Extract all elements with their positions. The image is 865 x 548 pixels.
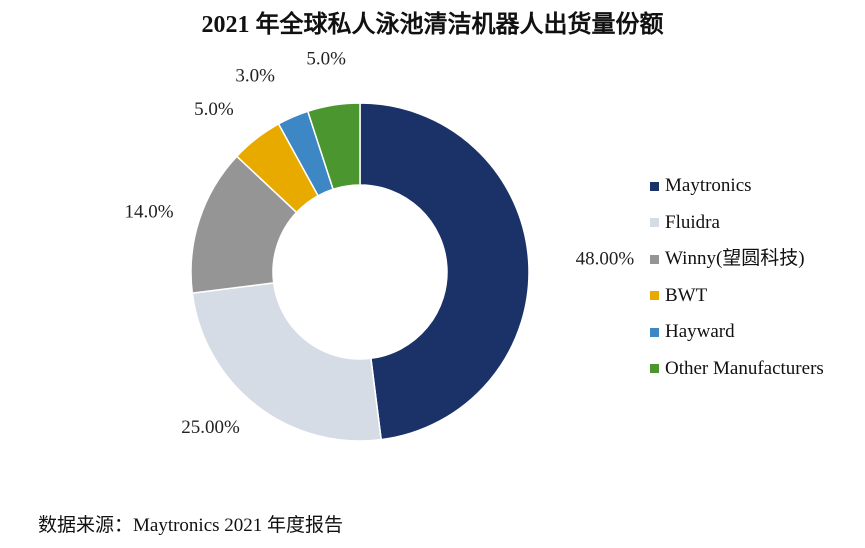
legend-item-2: Winny(望圆科技)	[650, 241, 824, 278]
legend-item-3: BWT	[650, 278, 824, 315]
legend-label: Fluidra	[665, 211, 720, 233]
source-note: 数据来源：Maytronics 2021 年度报告	[38, 515, 344, 536]
legend-swatch	[650, 327, 659, 337]
legend-item-4: Hayward	[650, 314, 824, 351]
donut-slice-1	[191, 282, 383, 442]
legend-item-5: Other Manufacturers	[650, 351, 824, 388]
data-label-4: 3.0%	[235, 66, 275, 87]
data-label-0: 48.00%	[576, 248, 635, 269]
legend-swatch	[650, 181, 659, 191]
chart-title: 2021 年全球私人泳池清洁机器人出货量份额	[201, 12, 664, 38]
legend-label: Maytronics	[665, 175, 752, 197]
legend-label: Hayward	[665, 321, 735, 343]
legend-swatch	[650, 364, 659, 374]
chart-legend: Maytronics Fluidra Winny(望圆科技) BWT Hayward Ot…	[650, 168, 824, 387]
legend-swatch	[650, 254, 659, 264]
data-label-3: 5.0%	[194, 99, 234, 120]
donut-slice-0	[359, 102, 530, 441]
data-label-2: 14.0%	[125, 201, 174, 222]
legend-swatch	[650, 291, 659, 301]
legend-label: Other Manufacturers	[665, 357, 824, 379]
legend-item-1: Fluidra	[650, 205, 824, 242]
data-label-1: 25.00%	[181, 417, 240, 438]
legend-label: BWT	[665, 284, 708, 306]
legend-item-0: Maytronics	[650, 168, 824, 205]
data-labels: 48.00%25.00%14.0%5.0%3.0%5.0%	[125, 49, 635, 438]
data-label-5: 5.0%	[306, 49, 346, 70]
legend-label: Winny(望圆科技)	[665, 248, 805, 270]
donut-slices	[190, 102, 530, 442]
donut-slice-5	[306, 102, 361, 191]
legend-swatch	[650, 218, 659, 228]
